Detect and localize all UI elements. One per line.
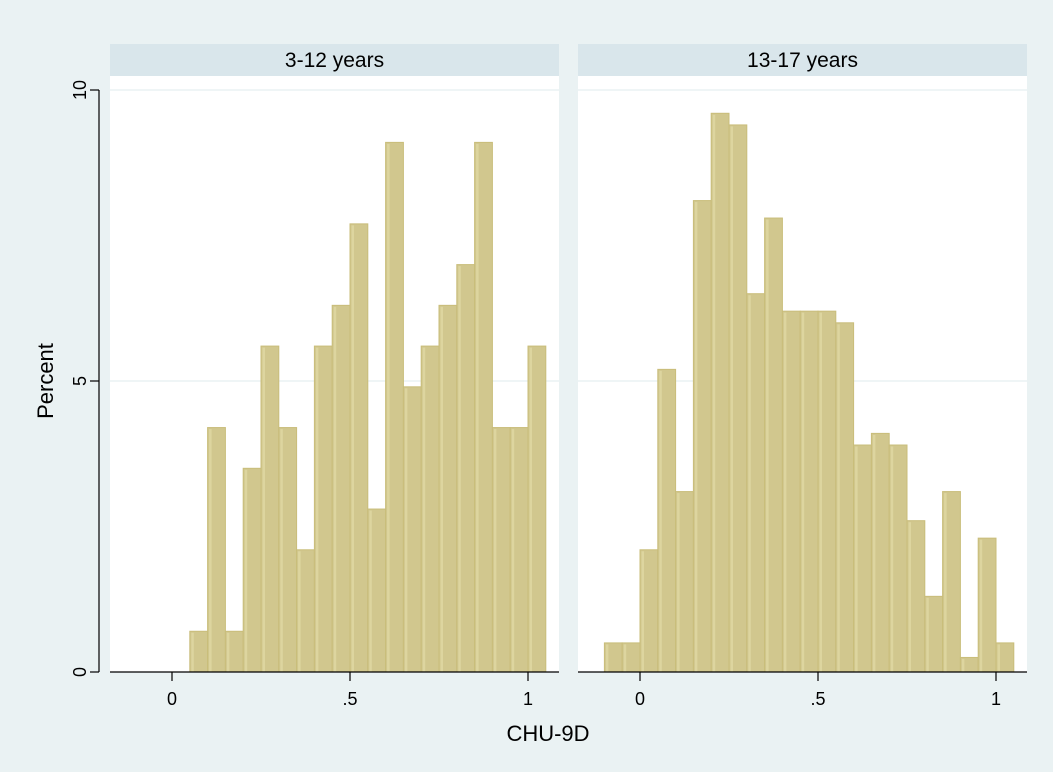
- histogram-bar-highlight: [476, 143, 479, 672]
- panel-title: 3-12 years: [285, 49, 384, 72]
- histogram-bar-highlight: [801, 312, 805, 672]
- histogram-bar-highlight: [961, 658, 965, 672]
- bars: [603, 112, 1015, 673]
- histogram-bar-highlight: [262, 347, 265, 672]
- histogram-bar-highlight: [369, 510, 372, 672]
- histogram-bar-highlight: [440, 306, 443, 672]
- histogram-bar-highlight: [855, 446, 858, 672]
- histogram-bar-highlight: [191, 632, 194, 672]
- histogram-bar-highlight: [730, 126, 733, 673]
- histogram-bar-highlight: [837, 324, 840, 672]
- histogram-bar-highlight: [872, 434, 876, 672]
- histogram-bar-highlight: [529, 347, 532, 672]
- histogram-bar-highlight: [677, 493, 680, 672]
- histogram-bar-highlight: [493, 429, 497, 672]
- y-tick-label: 10: [70, 80, 90, 100]
- histogram-bar-highlight: [244, 469, 248, 672]
- histogram-bar-highlight: [404, 388, 408, 672]
- histogram-bar-highlight: [351, 225, 354, 673]
- histogram-bar-highlight: [511, 429, 515, 672]
- histogram-bar-highlight: [944, 493, 947, 672]
- panel-title: 13-17 years: [747, 49, 858, 72]
- histogram-bar-highlight: [458, 266, 461, 672]
- panel-3-12-years: 3-12 years 0.5 1: [110, 44, 559, 709]
- panel-strip: [110, 44, 559, 76]
- histogram-bar-highlight: [748, 295, 751, 672]
- y-tick-label: 0: [70, 667, 90, 677]
- histogram-bar-highlight: [712, 114, 716, 672]
- histogram-bar-highlight: [783, 312, 787, 672]
- histogram-bar-highlight: [979, 539, 983, 672]
- histogram-bar-highlight: [694, 202, 698, 672]
- histogram-bar-highlight: [659, 370, 662, 672]
- histogram-bar-highlight: [387, 143, 390, 672]
- y-axis: 0 5 10: [70, 80, 100, 677]
- histogram-bar-highlight: [280, 429, 283, 672]
- histogram-bar-highlight: [926, 597, 929, 672]
- x-tick-label: .5: [342, 689, 357, 709]
- histogram-bar-highlight: [623, 644, 627, 672]
- bars: [189, 141, 547, 673]
- histogram-bar-highlight: [908, 522, 911, 672]
- histogram-bar-highlight: [766, 219, 769, 673]
- x-axis-title: CHU-9D: [506, 721, 589, 746]
- histogram-bar-highlight: [819, 312, 822, 672]
- y-tick-label: 5: [70, 376, 90, 386]
- x-ticks: 0.5 1: [167, 672, 533, 709]
- histogram-bar-highlight: [890, 446, 894, 672]
- histogram-bar-highlight: [209, 429, 212, 672]
- x-tick-label: 0: [635, 689, 645, 709]
- histogram-bar-highlight: [298, 551, 301, 672]
- histogram-bar-highlight: [226, 632, 230, 672]
- x-ticks: 0.5 1: [635, 672, 1001, 709]
- histogram-bar-highlight: [422, 347, 426, 672]
- histogram-bar-highlight: [605, 644, 609, 672]
- histogram-bar-highlight: [641, 551, 644, 672]
- histogram-bar-highlight: [997, 644, 1000, 672]
- x-tick-label: .5: [810, 689, 825, 709]
- histogram-bar-highlight: [315, 347, 319, 672]
- y-axis-title: Percent: [33, 343, 58, 419]
- panel-13-17-years: 13-17 years 0.5 1: [578, 44, 1027, 709]
- x-tick-label: 1: [523, 689, 533, 709]
- histogram-bar-highlight: [333, 306, 337, 672]
- x-tick-label: 0: [167, 689, 177, 709]
- x-tick-label: 1: [991, 689, 1001, 709]
- panel-strip: [578, 44, 1027, 76]
